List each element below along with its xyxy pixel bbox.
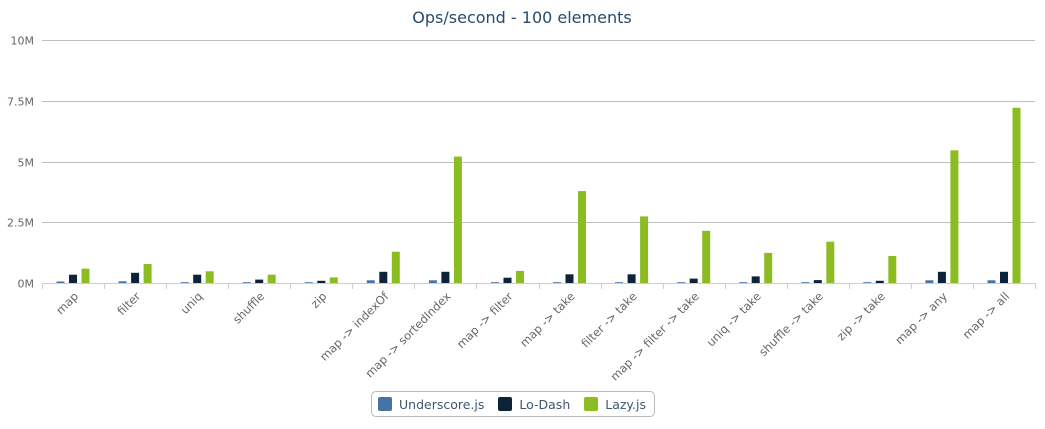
bar[interactable] (317, 280, 326, 283)
legend-swatch (498, 397, 513, 411)
x-tick-label: map -> all (960, 289, 1012, 341)
bar[interactable] (329, 277, 338, 283)
y-tick-label: 7.5M (7, 96, 34, 109)
x-tick-label: uniq (178, 289, 206, 317)
bar[interactable] (813, 280, 822, 283)
bar[interactable] (764, 252, 773, 283)
bar[interactable] (118, 281, 127, 283)
legend-label: Lazy.js (605, 396, 647, 412)
bar[interactable] (1000, 271, 1008, 283)
legend-swatch (378, 397, 392, 411)
bar[interactable] (81, 268, 90, 283)
bar[interactable] (180, 282, 189, 283)
legend: Underscore.js Lo-Dash Lazy.js (371, 391, 656, 417)
y-axis-ticks: 0M 2.5M 5M 7.5M 10M (7, 35, 34, 291)
bar[interactable] (304, 282, 313, 283)
bar[interactable] (627, 274, 636, 283)
x-tick-label: map (53, 289, 81, 317)
x-tick-label: uniq -> take (704, 289, 764, 349)
bar[interactable] (826, 241, 835, 283)
x-tick-label: shuffle (230, 289, 267, 326)
x-tick-label: zip (308, 289, 330, 311)
bar[interactable] (937, 271, 946, 283)
bar[interactable] (578, 191, 586, 283)
legend-swatch (584, 397, 599, 411)
bar[interactable] (689, 278, 698, 283)
bar[interactable] (441, 271, 450, 283)
x-tick-label: filter (114, 289, 143, 318)
bars (56, 107, 1021, 284)
x-tick-label: shuffle -> take (756, 289, 826, 359)
bar[interactable] (987, 280, 996, 283)
bar[interactable] (391, 251, 400, 283)
bar[interactable] (255, 279, 264, 283)
bar[interactable] (516, 270, 524, 283)
chart-title: Ops/second - 100 elements (412, 8, 631, 27)
legend-item-underscore[interactable]: Underscore.js (378, 397, 484, 412)
bar[interactable] (453, 156, 462, 283)
bar[interactable] (143, 264, 152, 283)
bar[interactable] (193, 274, 202, 283)
bar[interactable] (950, 150, 959, 283)
legend-item-lazyjs[interactable]: Lazy.js (584, 397, 646, 412)
bar[interactable] (267, 274, 276, 283)
bar[interactable] (739, 282, 748, 283)
bar[interactable] (69, 274, 77, 283)
y-tick-label: 10M (11, 35, 35, 48)
legend-label: Underscore.js (399, 396, 485, 412)
x-tick-label: map -> filter (454, 289, 516, 351)
bar[interactable] (677, 282, 686, 283)
y-tick-label: 0M (18, 278, 35, 291)
x-tick-label: map -> take (517, 289, 577, 349)
bar[interactable] (205, 271, 214, 283)
y-tick-label: 2.5M (7, 217, 34, 230)
bar[interactable] (379, 271, 388, 283)
bar[interactable] (875, 280, 884, 283)
bar[interactable] (925, 280, 934, 283)
legend-label: Lo-Dash (519, 396, 571, 412)
bar[interactable] (553, 282, 561, 283)
bar[interactable] (863, 282, 872, 283)
bar[interactable] (366, 280, 375, 283)
grid (42, 40, 1036, 289)
bar[interactable] (751, 276, 760, 283)
bar[interactable] (503, 277, 512, 283)
bar[interactable] (640, 216, 649, 283)
y-tick-label: 5M (18, 157, 35, 170)
x-tick-label: map -> any (892, 289, 950, 347)
bar[interactable] (1012, 107, 1021, 283)
bar[interactable] (801, 282, 810, 283)
x-tick-label: zip -> take (834, 289, 888, 343)
bar[interactable] (242, 282, 251, 283)
bar[interactable] (131, 272, 140, 283)
bar[interactable] (702, 230, 711, 283)
legend-item-lodash[interactable]: Lo-Dash (498, 397, 570, 412)
bar[interactable] (888, 256, 897, 283)
bar[interactable] (615, 282, 624, 283)
bar[interactable] (491, 282, 499, 283)
bar[interactable] (428, 280, 437, 283)
bar[interactable] (565, 274, 574, 283)
x-tick-label: filter -> take (578, 289, 639, 350)
bar[interactable] (56, 281, 65, 284)
